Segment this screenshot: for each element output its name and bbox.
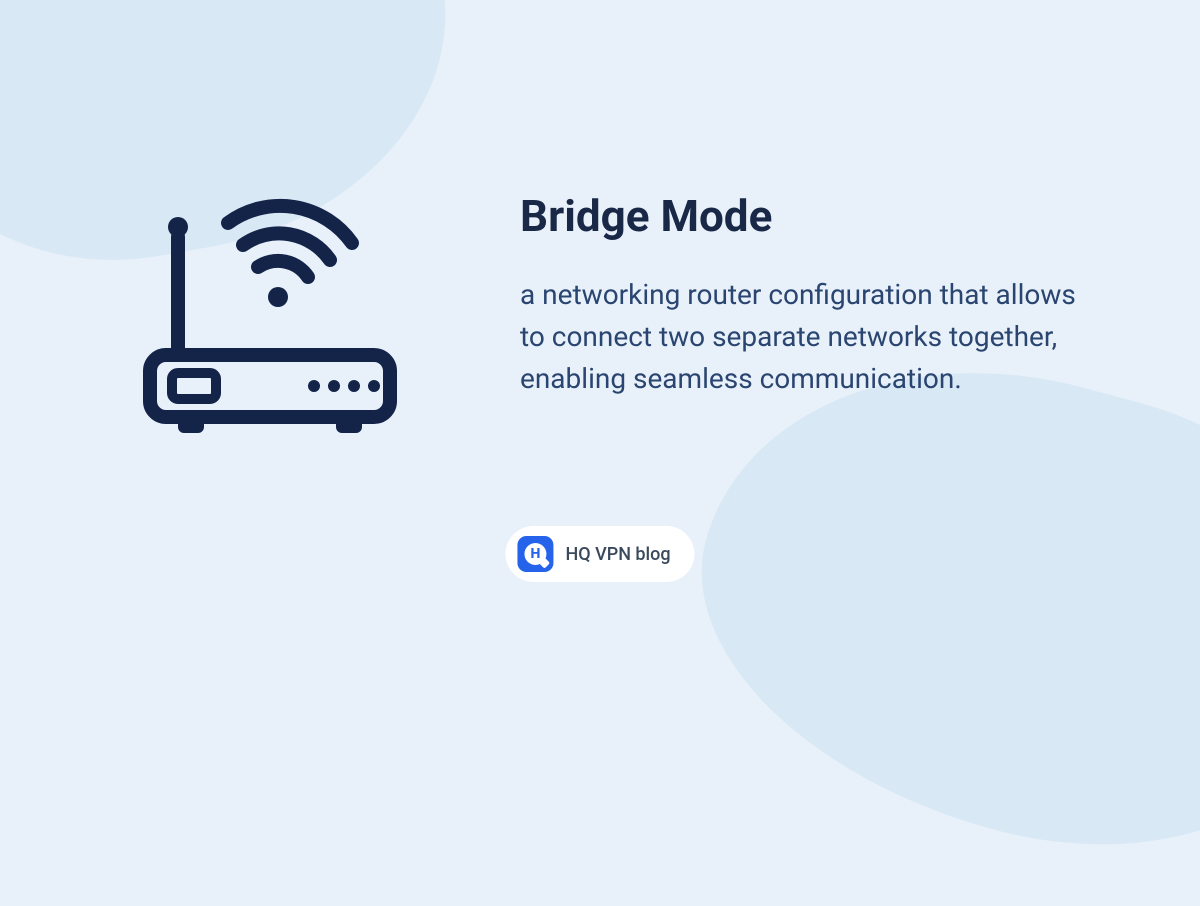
hq-logo-icon: H [517,536,553,572]
source-badge: H HQ VPN blog [505,526,694,582]
icon-area [100,155,440,475]
badge-label: HQ VPN blog [565,544,670,565]
page-description: a networking router configuration that a… [520,274,1080,400]
page-title: Bridge Mode [520,190,1100,242]
logo-letter: H [531,546,541,562]
router-wifi-icon [110,155,430,475]
text-area: Bridge Mode a networking router configur… [440,190,1100,440]
